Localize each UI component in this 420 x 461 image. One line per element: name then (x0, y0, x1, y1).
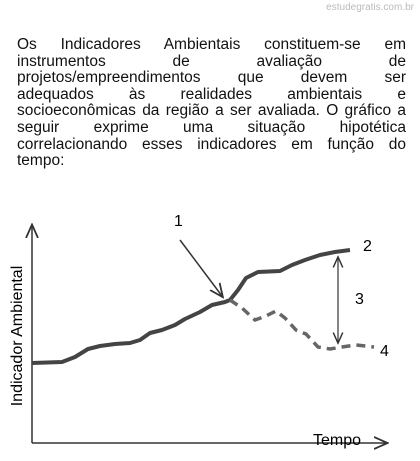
paragraph-line: adequados às realidades ambientais e (17, 85, 406, 103)
label: 3 (355, 291, 364, 308)
curve-4 (229, 298, 375, 351)
label: 2 (363, 238, 372, 255)
x-axis-label: Tempo (313, 432, 361, 449)
label: 1 (174, 213, 183, 230)
paragraph-line: Os Indicadores Ambientais constituem-se … (17, 36, 406, 53)
paragraph-line: instrumentos de avaliação de (17, 52, 406, 70)
paragraph-line: correlacionando esses indicadores em fun… (17, 135, 406, 153)
paragraph-line: projetos/empreendimentos que devem ser (17, 69, 406, 87)
paragraph-line: seguir exprime uma situação hipotética (17, 118, 406, 136)
watermark: estudegratis.com.br (326, 2, 414, 13)
paragraph: Os Indicadores Ambientais constituem-se … (17, 36, 406, 170)
paragraph-line: socioeconômicas da região a ser avaliada… (17, 102, 406, 120)
pointer-1 (179, 239, 222, 296)
paragraph-line: tempo: (17, 152, 65, 170)
label: 4 (380, 343, 389, 360)
curve-2 (31, 248, 351, 365)
y-axis-label: Indicador Ambiental (9, 266, 26, 407)
